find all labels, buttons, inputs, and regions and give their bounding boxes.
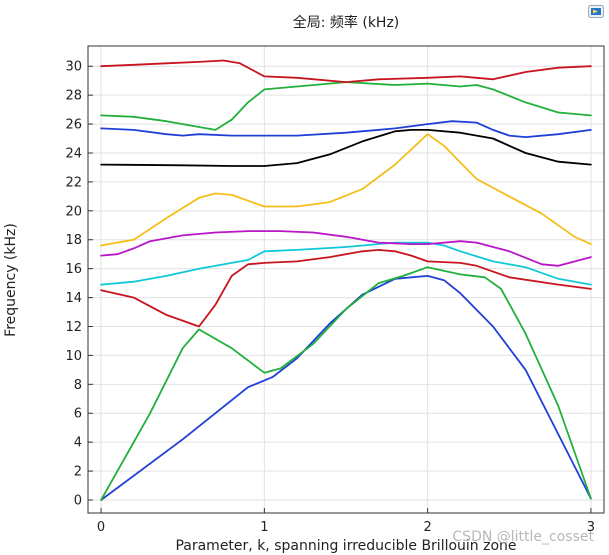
grid-lines (88, 46, 604, 513)
series-group (100, 59, 592, 501)
y-tick-label: 12 (65, 320, 82, 335)
x-tick-label: 0 (97, 520, 105, 535)
y-tick-label: 2 (74, 465, 82, 480)
y-tick-label: 20 (65, 204, 82, 219)
window-icon[interactable] (588, 3, 604, 18)
y-tick-label: 24 (65, 146, 82, 161)
y-tick-label: 6 (74, 407, 82, 422)
series-line-6 (100, 133, 592, 247)
plot-frame (87, 45, 605, 514)
series-line-1 (100, 274, 592, 501)
watermark: CSDN @little_cosset (452, 529, 594, 545)
series-line-5 (100, 230, 592, 267)
series-line-3 (100, 248, 592, 328)
y-tick-label: 14 (65, 291, 82, 306)
series-line-9 (100, 81, 592, 131)
x-tick-label: 3 (587, 520, 595, 535)
y-tick-label: 0 (74, 493, 82, 508)
series-line-10 (100, 59, 592, 83)
x-tick-label: 2 (424, 520, 432, 535)
series-line-8 (100, 120, 592, 139)
series-line-7 (100, 128, 592, 167)
y-tick-label: 8 (74, 378, 82, 393)
series-line-4 (100, 241, 592, 286)
x-tick-label: 1 (260, 520, 268, 535)
y-tick-label: 16 (65, 262, 82, 277)
x-axis-label: Parameter, k, spanning irreducible Brill… (175, 538, 516, 554)
y-tick-label: 28 (65, 89, 82, 104)
chart-title: 全局: 频率 (kHz) (293, 14, 400, 31)
y-tick-label: 4 (74, 436, 82, 451)
y-tick-label: 26 (65, 118, 82, 133)
series-line-2 (100, 266, 592, 501)
y-tick-label: 30 (65, 60, 82, 75)
y-tick-label: 18 (65, 233, 82, 248)
y-axis-label: Frequency (kHz) (3, 223, 19, 337)
y-tick-label: 10 (65, 349, 82, 364)
y-tick-label: 22 (65, 175, 82, 190)
